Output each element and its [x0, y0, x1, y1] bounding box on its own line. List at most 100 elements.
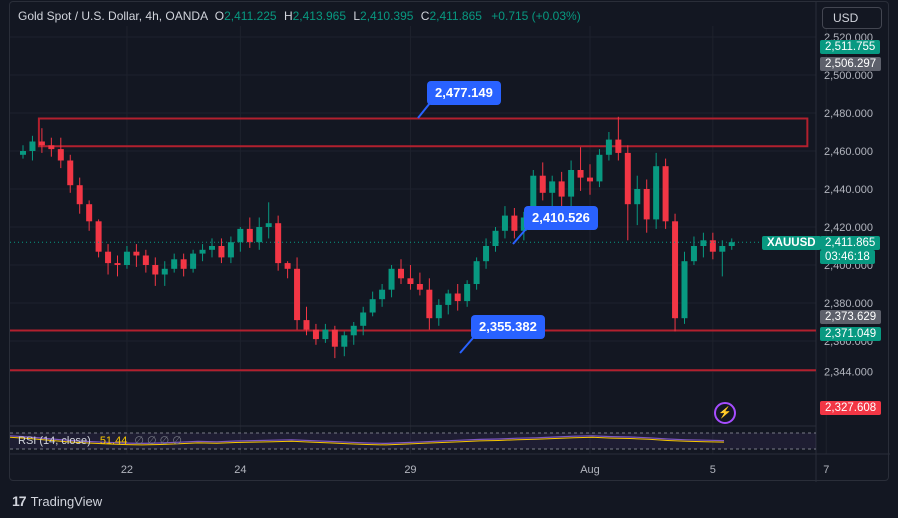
- symbol-legend: Gold Spot / U.S. Dollar, 4h, OANDA O2,41…: [18, 9, 581, 23]
- candle-body: [501, 215, 508, 231]
- rsi-ma-line: [10, 436, 725, 446]
- candle-body: [435, 304, 442, 319]
- resistance-zone: [37, 117, 809, 148]
- candle-body: [719, 246, 726, 252]
- callout-mid-pointer: [512, 228, 527, 245]
- candle-body: [445, 293, 452, 305]
- last-price-tag: 2,411.865: [820, 236, 881, 250]
- candle-body: [105, 251, 112, 264]
- lightning-icon[interactable]: ⚡: [714, 402, 736, 424]
- candle-body: [20, 151, 26, 155]
- open-value: 2,411.225: [224, 9, 277, 23]
- candle-body: [539, 175, 546, 193]
- candle-body: [76, 185, 83, 205]
- candle-body: [520, 217, 527, 231]
- candle-body: [587, 177, 593, 182]
- candle-body: [265, 223, 272, 227]
- candle-body: [398, 268, 404, 279]
- candle-body: [246, 228, 253, 243]
- candle-body: [180, 259, 187, 269]
- candle-body: [407, 278, 414, 284]
- candle-body: [596, 154, 603, 182]
- candle-body: [615, 139, 622, 153]
- candle-body: [322, 329, 329, 340]
- price-tag-top-green: 2,511.755: [820, 40, 881, 54]
- candle-body: [227, 242, 234, 258]
- y-tick-label: 2,380.000: [824, 298, 873, 310]
- x-tick-label: Aug: [580, 464, 600, 476]
- tradingview-logo-icon: 17: [12, 493, 27, 509]
- candle-body: [681, 261, 688, 319]
- x-tick-label: 22: [121, 464, 133, 476]
- price-tag-gray-mid: 2,373.629: [820, 310, 882, 324]
- candle-body: [690, 246, 697, 262]
- tradingview-brand[interactable]: 17 TradingView: [12, 493, 102, 509]
- low-value: 2,410.395: [360, 9, 414, 23]
- x-tick-label: 7: [823, 464, 829, 476]
- candle-body: [426, 289, 433, 319]
- candle-body: [142, 255, 149, 265]
- candle-body: [369, 299, 376, 313]
- rsi-label: RSI (14, close): [18, 435, 91, 447]
- candle-body: [416, 284, 423, 290]
- candle-body: [473, 261, 480, 284]
- candle-body: [218, 246, 225, 258]
- candle-body: [350, 325, 357, 336]
- high-label: H: [283, 9, 293, 23]
- candle-body: [152, 265, 159, 275]
- y-tick-label: 2,500.000: [824, 70, 873, 82]
- candle-body: [530, 175, 537, 218]
- candle-body: [303, 320, 310, 330]
- rsi-legend: RSI (14, close) 51.44 ∅ ∅ ∅ ∅: [18, 434, 182, 447]
- candle-body: [38, 141, 45, 146]
- y-tick-label: 2,440.000: [824, 184, 873, 196]
- candle-body: [577, 170, 584, 178]
- candle-body: [388, 268, 395, 290]
- callout-low[interactable]: 2,355.382: [471, 315, 545, 339]
- candle-body: [123, 251, 130, 265]
- candle-body: [256, 227, 263, 243]
- candle-body: [662, 166, 669, 222]
- candle-body: [114, 263, 121, 265]
- candle-body: [643, 189, 650, 220]
- close-label: C: [420, 9, 430, 23]
- y-tick-label: 2,420.000: [824, 222, 873, 234]
- countdown-tag: 03:46:18: [820, 250, 875, 264]
- candle-body: [190, 253, 197, 269]
- candle-body: [67, 160, 74, 186]
- candle-body: [133, 251, 140, 256]
- y-tick-label: 2,460.000: [824, 146, 873, 158]
- low-label: L: [353, 9, 361, 23]
- symbol-title: Gold Spot / U.S. Dollar, 4h, OANDA: [18, 9, 208, 23]
- candle-body: [454, 293, 461, 302]
- candle-body: [312, 329, 319, 340]
- candle-body: [483, 246, 490, 262]
- candle-body: [624, 152, 631, 205]
- currency-label: USD: [833, 11, 859, 25]
- candle-body: [294, 268, 301, 321]
- callout-high-pointer: [417, 102, 431, 119]
- candle-body: [95, 221, 102, 252]
- brand-name: TradingView: [30, 493, 103, 509]
- callout-low-pointer: [459, 337, 474, 354]
- callout-high[interactable]: 2,477.149: [427, 81, 501, 105]
- candle-body: [728, 242, 735, 246]
- candle-body: [171, 259, 178, 269]
- price-chart[interactable]: 2,520.0002,500.0002,480.0002,460.0002,44…: [10, 2, 890, 482]
- rsi-empty-values: ∅ ∅ ∅ ∅: [134, 435, 182, 447]
- rsi-line: [10, 435, 725, 445]
- candle-body: [549, 181, 556, 193]
- candle-body: [284, 263, 291, 269]
- candle-body: [511, 215, 518, 231]
- currency-button[interactable]: USD: [822, 7, 882, 29]
- candle-body: [379, 289, 386, 300]
- candle-body: [57, 149, 64, 161]
- x-tick-label: 24: [234, 464, 246, 476]
- x-tick-label: 5: [710, 464, 716, 476]
- callout-mid[interactable]: 2,410.526: [524, 206, 598, 230]
- candle-body: [672, 221, 679, 319]
- candle-body: [360, 312, 367, 326]
- candle-body: [29, 141, 36, 151]
- candle-body: [558, 181, 565, 197]
- candle-body: [709, 240, 716, 252]
